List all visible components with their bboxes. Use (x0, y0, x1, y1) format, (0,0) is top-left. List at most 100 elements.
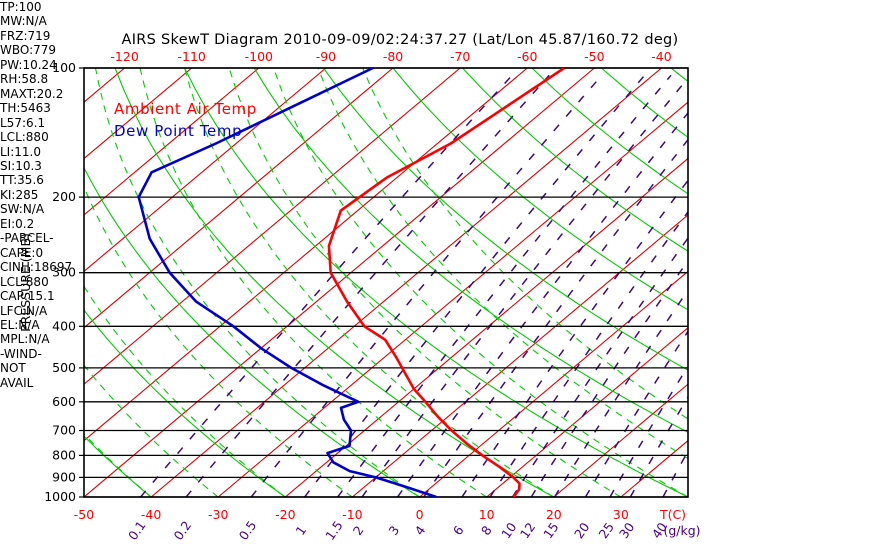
mixing-ratio-line (139, 74, 513, 497)
mixing-ratio-axis-title: (g/kg) (663, 523, 700, 538)
dry-adiabat-line (392, 68, 688, 311)
top-temp-tick-label: -100 (245, 49, 273, 64)
pressure-tick-label: 1000 (44, 489, 76, 504)
index-lcl-row: LCL:880 (0, 274, 49, 289)
moist-adiabat-line (84, 433, 152, 497)
bottom-temp-tick-label: -40 (141, 507, 161, 522)
mixing-ratio-tick-label: 0.5 (236, 518, 260, 543)
dry-adiabat-line (184, 68, 688, 497)
bottom-temp-tick-label: 10 (479, 507, 495, 522)
mixing-ratio-tick-label: 8 (478, 523, 495, 538)
pressure-tick-label: 800 (52, 447, 76, 462)
moist-adiabat-line (228, 68, 622, 497)
top-temp-tick-label: -70 (450, 49, 470, 64)
mixing-ratio-tick-label: 1 (292, 523, 309, 538)
mixing-ratio-line (629, 395, 688, 497)
index-lfc-row: LFC:N/A (0, 303, 48, 318)
pressure-tick-label: 300 (52, 265, 76, 280)
mixing-ratio-tick-label: 15 (540, 520, 561, 542)
mixing-ratio-line (185, 74, 550, 497)
moist-adiabat-line (362, 68, 688, 420)
bottom-temp-tick-label: -50 (74, 507, 94, 522)
index-sw-row: SW:N/A (0, 202, 45, 217)
index-ei-row: EI:0.2 (0, 216, 35, 231)
top-temp-tick-label: -80 (383, 49, 403, 64)
mixing-ratio-line (662, 449, 688, 497)
mixing-ratio-line (396, 111, 688, 497)
isotherm-line (84, 68, 193, 160)
isotherm-line (553, 383, 688, 497)
top-temp-tick-label: -90 (316, 49, 336, 64)
isotherm-line (84, 68, 327, 273)
mixing-ratio-tick-label: 6 (450, 523, 467, 538)
bottom-temp-tick-label: 30 (613, 507, 629, 522)
index-tt-row: TT:35.6 (0, 173, 44, 188)
bottom-temp-tick-label: -30 (208, 507, 228, 522)
mixing-ratio-tick-label: 20 (571, 520, 592, 542)
index-mw-row: MW:N/A (0, 14, 47, 29)
pressure-tick-label: 400 (52, 318, 76, 333)
profile-layer (137, 68, 565, 497)
index-cape-row: CAPE:0 (0, 245, 44, 260)
mixing-ratio-tick-label: 10 (498, 520, 519, 542)
pressure-tick-label: 500 (52, 360, 76, 375)
mixing-ratio-line (584, 329, 688, 497)
legend-ambient-air-temp: Ambient Air Temp (114, 100, 257, 118)
index-cinh-row: CINH:18697 (0, 260, 73, 275)
dry-adiabat-line (84, 435, 152, 497)
index-mpl-row: MPL:N/A (0, 332, 50, 347)
isotherm-line (419, 270, 688, 497)
index-avail-row: AVAIL (0, 375, 34, 390)
index-tp-row: TP:100 (0, 0, 42, 14)
mixing-ratio-tick-label: 12 (517, 520, 538, 542)
index-frz-row: FRZ:719 (0, 28, 51, 43)
dewpoint-profile-curve (137, 68, 437, 497)
mixing-ratio-line (250, 74, 603, 497)
mixing-ratio-tick-label: 2 (350, 523, 367, 538)
index-wind-row: -WIND- (0, 346, 42, 361)
index-pw-row: PW:10.24 (0, 57, 57, 72)
mixing-ratio-line (304, 74, 646, 497)
mixing-ratio-line (609, 364, 688, 497)
bottom-temp-tick-label: -10 (342, 507, 362, 522)
pressure-tick-label: 100 (52, 60, 76, 75)
isotherm-line (352, 214, 688, 497)
isotherm-line (150, 68, 662, 497)
pressure-tick-label: 200 (52, 189, 76, 204)
sounding-index-panel: TP:100 MW:N/A FRZ:719 WBO:779 PW:10.24 RH:58.… (0, 0, 73, 390)
moist-adiabat-line (84, 364, 219, 497)
index-si-row: SI:10.3 (0, 158, 42, 173)
dry-adiabat-line (323, 68, 688, 371)
isotherm-line (84, 68, 528, 442)
pressure-tick-label: 900 (52, 469, 76, 484)
index-el-row: EL:N/A (0, 317, 40, 332)
index-maxt-row: MAXT:20.2 (0, 86, 64, 101)
index-cap-row: CAP:15.1 (0, 289, 55, 304)
legend-dew-point-temp: Dew Point Temp (114, 122, 243, 140)
dry-adiabat-line (462, 68, 688, 252)
plot-frame (83, 67, 689, 498)
isotherm-line (84, 68, 394, 329)
isotherm-line (84, 68, 595, 497)
top-temp-tick-label: -60 (517, 49, 537, 64)
top-temp-tick-label: -50 (584, 49, 604, 64)
index-ki-row: KI:285 (0, 187, 39, 202)
mixing-ratio-line (530, 259, 688, 497)
dry-adiabat-line (84, 166, 420, 497)
mixing-ratio-tick-label: 40 (649, 520, 670, 542)
isotherm-line (486, 327, 688, 497)
mixing-ratio-line (361, 76, 688, 497)
bottom-temp-axis-title: T(C) (659, 507, 686, 522)
pressure-tick-label: 600 (52, 394, 76, 409)
mixing-ratio-tick-label: 25 (596, 520, 617, 542)
moist-adiabat-line (139, 68, 487, 497)
mixing-ratio-tick-label: 4 (412, 523, 429, 538)
moist-adiabat-line (184, 68, 555, 497)
index-not-row: NOT (0, 361, 26, 376)
index-wbo-row: WBO:779 (0, 43, 57, 58)
mixing-ratio-line (337, 74, 672, 497)
index-parcel-row: -PARCEL- (0, 231, 54, 246)
isotherm-line (284, 157, 688, 497)
